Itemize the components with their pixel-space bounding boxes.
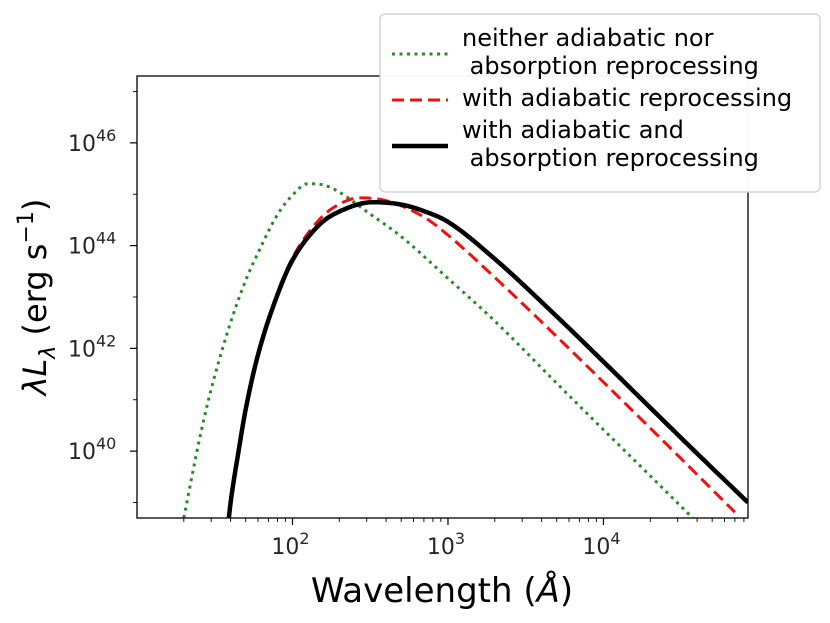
- ticks-layer: 102 103 104 1040 1042 1044 1046: [68, 91, 745, 560]
- legend-label-1: neither adiabatic nor absorption reproce…: [462, 24, 759, 80]
- y-tick-label-0: 1040: [68, 434, 116, 465]
- y-tick-label-2: 1044: [68, 229, 116, 260]
- x-tick-label-1: 103: [427, 529, 465, 560]
- series-layer: [182, 182, 748, 518]
- y-axis-label: λLλ (erg s−1): [14, 199, 61, 398]
- legend-frame: [379, 13, 821, 193]
- legend: neither adiabatic nor absorption reproce…: [379, 13, 821, 193]
- legend-label-2: with adiabatic reprocessing: [462, 84, 792, 112]
- x-tick-label-0: 102: [271, 529, 309, 560]
- series-line-2: [227, 196, 736, 518]
- x-tick-label-2: 104: [582, 529, 620, 560]
- y-tick-label-1: 1042: [68, 331, 116, 362]
- y-tick-label-3: 1046: [68, 126, 116, 157]
- x-axis-label: Wavelength (Å): [311, 570, 573, 611]
- series-line-3: [226, 199, 748, 518]
- legend-label-3: with adiabatic and absorption reprocessi…: [462, 116, 759, 172]
